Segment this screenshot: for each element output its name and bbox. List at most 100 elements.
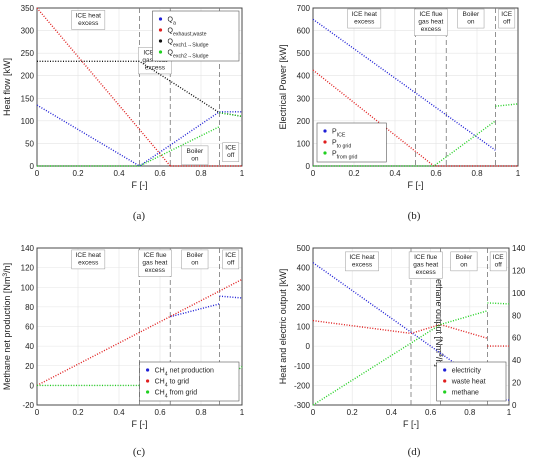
regime-label-box [347,8,382,29]
y-tick-label: 40 [25,342,34,351]
y-axis-label: Electrical Power [kW] [278,44,288,129]
y-axis-label: Heat flow [kW] [2,58,12,116]
y2-tick-label: 0 [512,401,517,410]
y2-tick-label: 120 [512,266,526,275]
regime-label-box [450,251,478,272]
regime-label-box [222,142,240,162]
panel-caption: (d) [408,446,421,458]
series-line-blue [219,295,243,299]
regime-label-text: excess [352,261,373,268]
y-tick-label: 300 [297,94,311,103]
x-tick-label: 0 [311,169,316,178]
x-axis-label: F [-] [403,419,419,429]
series-line-red [36,7,171,167]
regime-label-text: excess [354,19,375,26]
legend-box [436,361,507,402]
y-tick-label: 100 [21,117,35,126]
series-line-blue [312,262,488,387]
regime-label-text: ICE [501,11,513,18]
series-line-blue [170,303,220,318]
series-line-green [312,310,488,406]
regime-label-box [457,8,485,29]
series-line-green [487,302,510,305]
x-tick-label: 0.6 [154,169,166,178]
y-tick-label: 150 [21,94,35,103]
y2-tick-label: 100 [512,289,526,298]
regime-label-text: on [467,19,475,26]
x-tick-label: 0.2 [72,408,84,417]
panel-caption: (c) [133,446,146,458]
series-line-blue [312,18,496,151]
legend-marker-black [158,39,163,43]
regime-label-text: on [191,155,199,162]
x-axis-label: F [-] [132,180,148,190]
series-line-red [312,319,488,339]
y-tick-label: 400 [297,72,311,81]
x-axis-label: F [-] [408,180,424,190]
y-tick-label: 80 [25,303,34,312]
y-tick-label: 350 [21,4,35,13]
y-axis-label: Heat and electric output [kW] [278,269,288,385]
y-tick-label: -100 [294,362,311,371]
y-tick-label: 600 [297,27,311,36]
x-tick-label: 0.2 [348,169,360,178]
regime-label-box [408,251,443,279]
x-tick-label: 0.2 [347,408,359,417]
series-line-green [37,126,220,167]
legend-label: CH4 net production [155,368,214,378]
regime-label-box [414,8,448,36]
y-tick-label: 500 [297,49,311,58]
x-tick-label: 0 [311,408,316,417]
legend-marker-red [443,379,447,383]
regime-label-text: ICE heat [76,252,101,259]
x-tick-label: 0.4 [113,408,125,417]
y-tick-label: 100 [21,283,35,292]
legend-label: Qexhaust,waste [168,28,207,38]
y2-tick-label: 20 [512,379,521,388]
regime-label-text: gas heat [142,259,167,266]
y-tick-label: 0 [30,381,35,390]
y-tick-label: 300 [21,27,35,36]
regime-label-text: ICE flue [143,252,167,259]
x-tick-label: 1 [507,408,512,417]
legend-marker-red [158,28,163,32]
regime-label-text: off [503,19,510,26]
legend-box [316,122,387,163]
regime-label-text: ICE heat [349,254,374,261]
regime-label-text: Boiler [187,148,204,155]
regime-label-text: off [227,152,234,159]
regime-label-box [498,8,516,29]
y-tick-label: 50 [25,139,34,148]
legend-marker-blue [158,17,163,21]
regime-label-text: gas heat [418,19,443,26]
legend-box [139,361,240,402]
x-tick-label: 0.8 [195,408,207,417]
series-line-red [312,69,518,167]
regime-label-text: excess [416,269,437,276]
legend-marker-red [146,379,150,383]
legend-marker-green [146,390,150,394]
legend-label: CH4 to grid [155,379,190,389]
y-tick-label: 120 [21,264,35,273]
regime-label-box [345,251,379,272]
regime-label-text: excess [421,26,442,33]
y-tick-label: 60 [25,323,34,332]
legend-marker-green [443,390,447,394]
regime-label-box [138,249,172,277]
y-tick-label: 400 [297,264,311,273]
regime-label-text: ICE [225,145,237,152]
y2-tick-label: 60 [512,334,521,343]
x-tick-label: 0.8 [471,169,483,178]
legend-label: Qexch2→Sludge [168,50,209,60]
regime-label-text: on [191,259,199,266]
x-tick-label: 0.8 [464,408,476,417]
y-tick-label: 200 [297,303,311,312]
regime-label-text: Boiler [187,252,204,259]
y2-tick-label: 40 [512,356,521,365]
x-tick-label: 0.4 [386,408,398,417]
x-tick-label: 1 [240,408,245,417]
regime-label-text: off [227,259,234,266]
y-tick-label: 300 [297,283,311,292]
